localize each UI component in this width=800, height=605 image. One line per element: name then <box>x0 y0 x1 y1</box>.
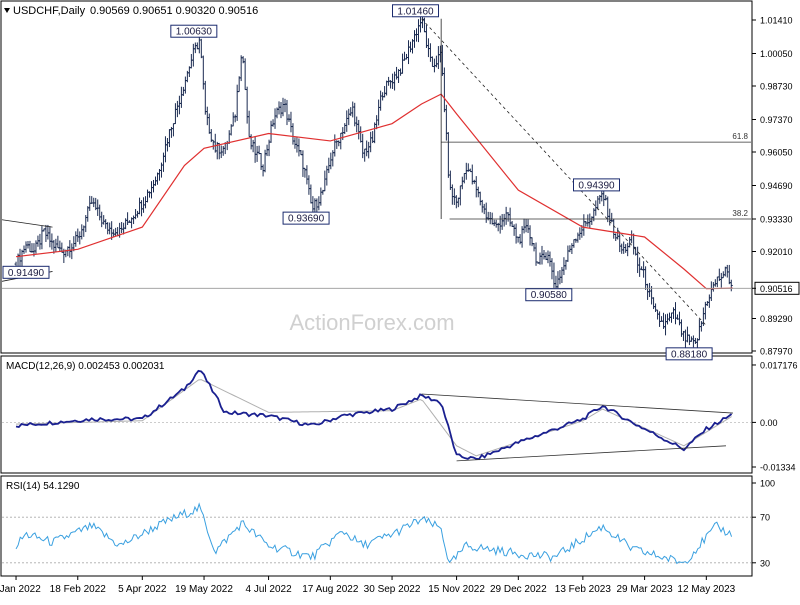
triangle-upper-line <box>1 219 53 228</box>
level-label: 1.00630 <box>176 27 213 38</box>
price-axis-label: 0.93330 <box>760 214 793 224</box>
level-box <box>525 288 573 302</box>
level-label: 0.94390 <box>578 180 615 191</box>
level-label: 1.01460 <box>397 6 434 17</box>
level-box <box>665 347 713 361</box>
time-axis-label: 19 May 2022 <box>175 584 233 595</box>
macd-trendline <box>456 445 726 462</box>
time-axis-label: 15 Nov 2022 <box>428 584 485 595</box>
level-box <box>282 211 330 225</box>
time-axis-label: 4 Jul 2022 <box>245 584 292 595</box>
macd-trendline <box>421 393 734 414</box>
level-label: 0.90580 <box>531 290 568 301</box>
level-box <box>170 24 218 38</box>
macd-axis-label: -0.01334 <box>760 463 796 473</box>
price-axis-label: 0.97370 <box>760 115 793 125</box>
price-axis-label: 0.94690 <box>760 181 793 191</box>
level-box <box>2 265 50 279</box>
price-axis-label: 1.00050 <box>760 49 793 59</box>
time-axis-label: 5 Apr 2022 <box>118 584 167 595</box>
ohlc-values: 0.90569 0.90651 0.90320 0.90516 <box>90 5 258 17</box>
watermark: ActionForex.com <box>289 310 454 335</box>
rsi-panel <box>0 475 753 577</box>
rsi-axis-label: 100 <box>760 479 775 489</box>
symbol-label: USDCHF,Daily <box>13 5 86 17</box>
level-label: 0.91490 <box>8 268 45 279</box>
macd-line <box>15 369 733 461</box>
price-axis-label: 0.90516 <box>760 284 793 294</box>
time-axis-label: 29 Dec 2022 <box>490 584 547 595</box>
level-box <box>573 178 621 192</box>
time-axis-label: 13 Feb 2023 <box>555 584 612 595</box>
price-axis-label: 0.96050 <box>760 148 793 158</box>
level-label: 0.88180 <box>671 349 708 360</box>
rsi-title: RSI(14) 54.1290 <box>6 481 80 492</box>
rsi-line <box>15 502 733 565</box>
level-label: 0.93690 <box>288 214 325 225</box>
time-axis-label: 5 Jan 2022 <box>0 584 41 595</box>
macd-axis-label: 0.00 <box>760 418 778 428</box>
macd-axis-label: 0.017176 <box>760 360 798 370</box>
price-axis-label: 0.87970 <box>760 347 793 357</box>
price-axis-label: 0.92010 <box>760 247 793 257</box>
downtrend-dashed-line <box>421 18 707 326</box>
time-axis-label: 30 Sep 2022 <box>364 584 421 595</box>
rsi-axis-label: 30 <box>760 558 770 568</box>
price-axis-label: 0.98730 <box>760 82 793 92</box>
price-axis-label: 0.89290 <box>760 314 793 324</box>
collapse-triangle-icon[interactable] <box>4 8 10 13</box>
time-axis-label: 12 May 2023 <box>677 584 735 595</box>
macd-panel <box>0 355 753 474</box>
rsi-axis-label: 70 <box>760 513 770 523</box>
macd-title: MACD(12,26,9) 0.002453 0.002031 <box>6 361 165 372</box>
level-box <box>392 4 440 18</box>
price-axis-label: 1.01410 <box>760 16 793 26</box>
time-axis-label: 17 Aug 2022 <box>302 584 359 595</box>
time-axis-label: 29 Mar 2023 <box>617 584 674 595</box>
time-axis-label: 18 Feb 2022 <box>50 584 107 595</box>
moving-average-line <box>15 93 733 290</box>
price-panel <box>0 0 753 354</box>
fib-label-61.8: 61.8 <box>732 132 748 141</box>
fib-label-38.2: 38.2 <box>732 209 748 218</box>
